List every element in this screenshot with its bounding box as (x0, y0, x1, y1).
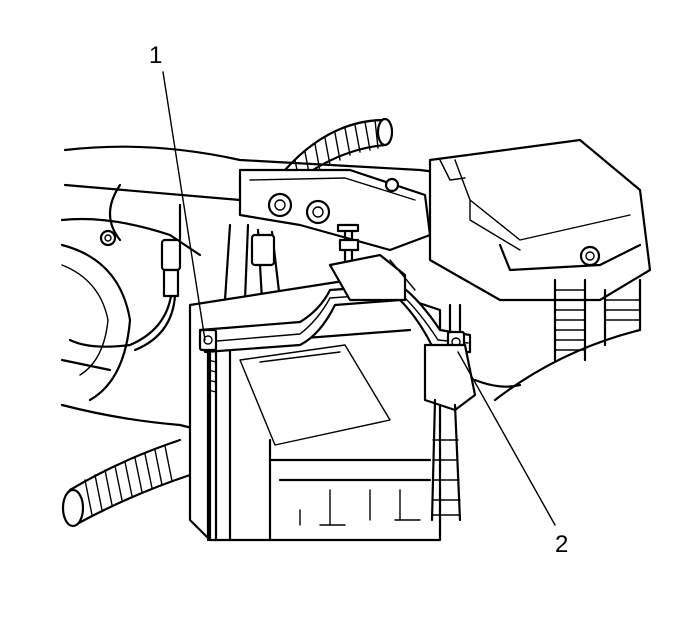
wire-harness-left (223, 223, 282, 302)
air-cleaner-housing (428, 138, 652, 402)
callout-1-leader (162, 71, 206, 341)
sensor-connector (68, 203, 182, 352)
callout-number-1: 1 (149, 42, 163, 69)
battery-hold-down-bracket (198, 223, 472, 354)
callout-number-2: 2 (555, 531, 569, 558)
upper-bracket (238, 168, 432, 252)
callout-2-leader (457, 351, 556, 526)
lower-corrugated-hose (61, 438, 192, 528)
engine-bay-background (60, 145, 462, 432)
